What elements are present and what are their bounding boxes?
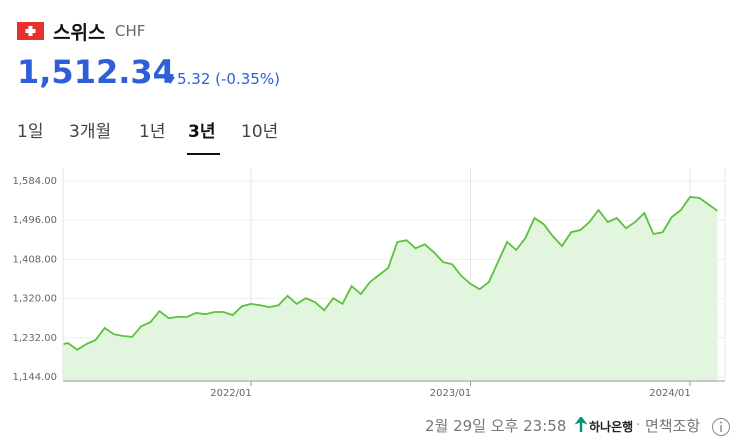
down-arrow bbox=[166, 77, 175, 84]
y-tick-label: 1,408.00 bbox=[12, 254, 57, 265]
disclaimer-link[interactable]: 면책조항 bbox=[645, 417, 701, 435]
y-tick-label: 1,584.00 bbox=[12, 176, 57, 187]
y-tick-label: 1,232.00 bbox=[12, 333, 57, 344]
info-icon[interactable] bbox=[711, 417, 731, 437]
currency-code: CHF bbox=[115, 22, 146, 40]
separator: · bbox=[636, 417, 641, 433]
tab[interactable]: 10년 bbox=[241, 122, 279, 142]
tab[interactable]: 3개월 bbox=[69, 122, 112, 142]
tab[interactable]: 3년 bbox=[188, 122, 216, 142]
x-tick-label: 2024/01 bbox=[649, 388, 691, 399]
line bbox=[63, 196, 718, 351]
area bbox=[63, 197, 718, 381]
bank-name: 하나은행 bbox=[589, 420, 634, 434]
y-tick-label: 1,320.00 bbox=[12, 294, 57, 305]
x-tick-label: 2022/01 bbox=[210, 388, 252, 399]
tab-underline bbox=[187, 153, 220, 155]
tab[interactable]: 1일 bbox=[17, 122, 44, 142]
country-name: 스위스 bbox=[53, 22, 106, 44]
series bbox=[63, 196, 718, 381]
y-tick-label: 1,496.00 bbox=[12, 215, 57, 226]
bank-logo bbox=[574, 417, 588, 432]
x-tick-label: 2023/01 bbox=[430, 388, 472, 399]
y-tick-label: 1,144.00 bbox=[12, 372, 57, 383]
price-change: 5.32 (-0.35%) bbox=[177, 70, 280, 88]
flag-icon bbox=[17, 22, 44, 40]
timestamp: 2월 29일 오후 23:58 bbox=[425, 417, 567, 435]
tab[interactable]: 1년 bbox=[139, 122, 166, 142]
price: 1,512.34 bbox=[17, 53, 175, 91]
